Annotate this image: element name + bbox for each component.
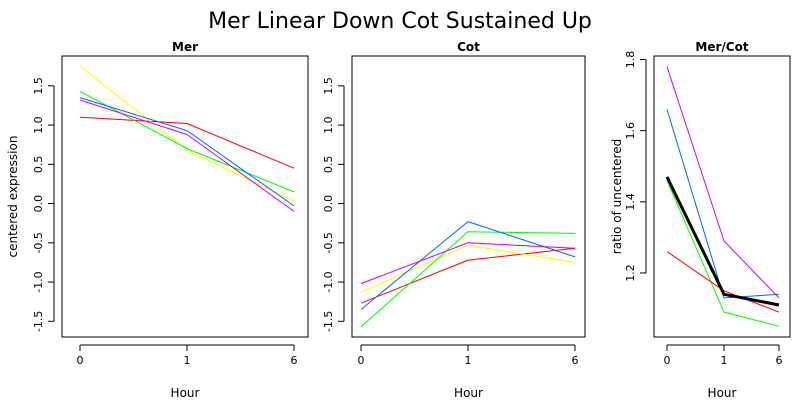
figure-title: Mer Linear Down Cot Sustained Up bbox=[208, 9, 592, 34]
x-axis-label: Hour bbox=[171, 386, 200, 400]
series-line-1 bbox=[360, 247, 576, 304]
x-axis-label: Hour bbox=[708, 386, 737, 400]
y-axis: -1.5 -1.0 -0.5 0.0 0.5 1.0 1.5 bbox=[322, 77, 345, 332]
y-tick-label: 1.2 bbox=[624, 264, 637, 282]
y-axis-label: centered expression bbox=[6, 136, 20, 258]
mean-series-line bbox=[665, 176, 780, 307]
y-tick-label: -1.0 bbox=[32, 271, 45, 292]
x-tick-label: 1 bbox=[721, 354, 728, 367]
panel-2: Cot 0 1 6 Hour -1.5 -1.0 -0.5 0.0 0.5 1.0 1.5 bbox=[322, 40, 586, 400]
y-tick-label: 0.5 bbox=[322, 156, 335, 174]
x-tick-label: 0 bbox=[358, 354, 365, 367]
x-tick-label: 1 bbox=[465, 354, 472, 367]
series-line-3 bbox=[79, 90, 295, 193]
y-tick-label: 1.0 bbox=[32, 116, 45, 134]
y-tick-label: 1.5 bbox=[322, 77, 335, 95]
panel-title: Cot bbox=[457, 40, 480, 54]
series-line-4 bbox=[360, 221, 576, 310]
panel-3: Mer/Cot 0 1 6 Hour 1.2 1.4 1.6 1.8 ratio of uncen… bbox=[610, 40, 791, 400]
panel-title: Mer/Cot bbox=[695, 40, 748, 54]
plot-frame bbox=[351, 55, 586, 338]
y-tick-label: -0.5 bbox=[322, 232, 335, 253]
y-tick-label: 1.5 bbox=[32, 77, 45, 95]
series-line-1 bbox=[79, 116, 295, 169]
x-tick-label: 6 bbox=[776, 354, 783, 367]
x-axis: 0 1 6 bbox=[664, 344, 783, 367]
x-tick-label: 0 bbox=[77, 354, 84, 367]
y-tick-label: -0.5 bbox=[32, 232, 45, 253]
series-line-5 bbox=[666, 251, 780, 313]
x-tick-label: 1 bbox=[184, 354, 191, 367]
y-tick-label: 0.0 bbox=[32, 195, 45, 213]
series-line-3 bbox=[666, 180, 780, 306]
series-line-2 bbox=[666, 109, 780, 299]
x-tick-label: 6 bbox=[572, 354, 579, 367]
x-tick-label: 0 bbox=[664, 354, 671, 367]
x-axis: 0 1 6 bbox=[77, 344, 298, 367]
x-tick-label: 6 bbox=[291, 354, 298, 367]
y-tick-label: 0.5 bbox=[32, 156, 45, 174]
series-line-2 bbox=[79, 65, 295, 202]
y-tick-label: -1.5 bbox=[32, 311, 45, 332]
panel-title: Mer bbox=[172, 40, 198, 54]
plot-frame bbox=[61, 55, 309, 338]
y-tick-label: -1.5 bbox=[322, 311, 335, 332]
y-axis: 1.2 1.4 1.6 1.8 bbox=[624, 51, 647, 282]
y-tick-label: 1.4 bbox=[624, 193, 637, 211]
y-tick-label: 0.0 bbox=[322, 195, 335, 213]
y-tick-label: 1.8 bbox=[624, 51, 637, 69]
series-line-4 bbox=[79, 97, 295, 207]
y-tick-label: 1.6 bbox=[624, 122, 637, 140]
series-line-1 bbox=[666, 66, 780, 299]
panels: Mer 0 1 6 Hour -1.5 -1.0 -0.5 0.0 0.5 1.0 1.5 center… bbox=[6, 40, 791, 400]
panel-1: Mer 0 1 6 Hour -1.5 -1.0 -0.5 0.0 0.5 1.0 1.5 center… bbox=[6, 40, 309, 400]
x-axis: 0 1 6 bbox=[358, 344, 579, 367]
series-line-2 bbox=[360, 244, 576, 293]
y-tick-label: 1.0 bbox=[322, 116, 335, 134]
plot-frame bbox=[653, 55, 791, 338]
y-axis: -1.5 -1.0 -0.5 0.0 0.5 1.0 1.5 bbox=[32, 77, 55, 332]
y-axis-label: ratio of uncentered bbox=[610, 139, 624, 254]
y-tick-label: -1.0 bbox=[322, 271, 335, 292]
series-line-3 bbox=[360, 231, 576, 328]
x-axis-label: Hour bbox=[454, 386, 483, 400]
series-line-4 bbox=[666, 180, 780, 327]
series-line-5 bbox=[360, 242, 576, 285]
series-line-5 bbox=[79, 99, 295, 212]
